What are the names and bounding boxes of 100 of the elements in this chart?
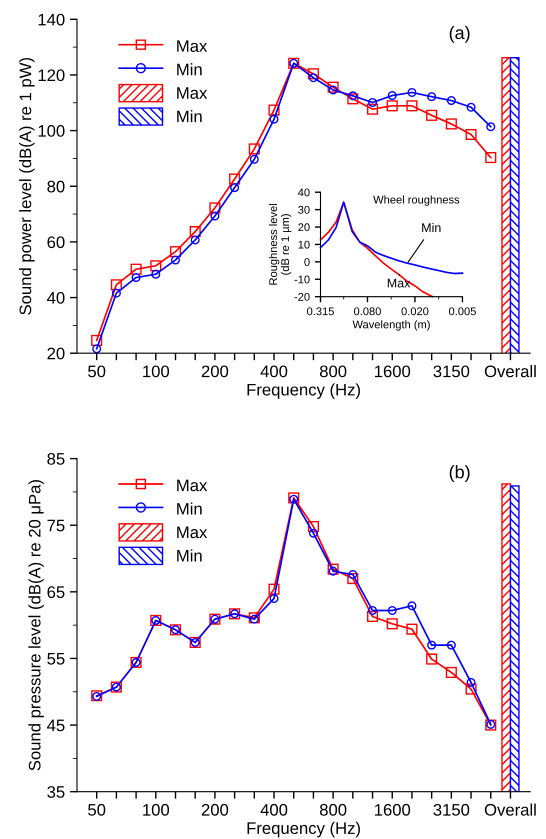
y-axis-title: Sound power level (dB(A) re 1 pW) bbox=[19, 58, 35, 315]
point bbox=[386, 100, 398, 112]
point bbox=[388, 91, 397, 100]
legend-label: Max bbox=[177, 480, 208, 492]
x-tick-label: 400 bbox=[260, 804, 288, 816]
point bbox=[268, 584, 280, 595]
point bbox=[308, 520, 319, 532]
x-tick-label: Overall bbox=[484, 803, 536, 816]
y-axis-title: Roughness level (dB re 1 µm) bbox=[268, 204, 292, 285]
point bbox=[209, 202, 220, 214]
x-tick-label: 1600 bbox=[374, 365, 410, 378]
point bbox=[347, 572, 358, 584]
point bbox=[91, 334, 102, 346]
point bbox=[308, 68, 319, 80]
y-tick-label: 0 bbox=[304, 258, 310, 266]
y-tick-label: 20 bbox=[298, 223, 310, 232]
point bbox=[308, 73, 318, 82]
point bbox=[190, 235, 200, 244]
point bbox=[328, 85, 338, 94]
x-tick-label: 50 bbox=[88, 804, 106, 816]
point bbox=[130, 264, 142, 275]
point bbox=[110, 279, 122, 290]
legend-label: Min bbox=[177, 110, 202, 122]
text: Min bbox=[422, 222, 440, 232]
x-tick-label: 400 bbox=[260, 365, 288, 378]
point bbox=[368, 98, 378, 108]
y-tick-label: -20 bbox=[294, 292, 310, 301]
point bbox=[406, 100, 418, 112]
x-tick-label: 1600 bbox=[374, 804, 410, 816]
point bbox=[347, 93, 358, 104]
point bbox=[190, 226, 201, 238]
point bbox=[388, 606, 397, 615]
y-tick-label: 40 bbox=[47, 292, 65, 304]
y-tick-label: 20 bbox=[47, 348, 65, 360]
point bbox=[328, 82, 339, 93]
x-tick-label: 0.020 bbox=[401, 307, 428, 316]
point bbox=[466, 678, 476, 687]
legend-label: Min bbox=[177, 549, 202, 562]
y-tick-label: 10 bbox=[298, 240, 310, 249]
y-tick-label: 65 bbox=[47, 586, 64, 598]
y-tick-label: 120 bbox=[38, 69, 65, 82]
x-tick-label: 800 bbox=[320, 804, 346, 816]
point bbox=[151, 270, 160, 279]
x-tick-label: 50 bbox=[88, 365, 106, 378]
x-tick-label: Overall bbox=[484, 365, 536, 378]
x-tick-label: 0.005 bbox=[448, 307, 476, 316]
point bbox=[446, 96, 456, 106]
x-tick-label: 0.080 bbox=[354, 307, 381, 316]
y-tick-label: 75 bbox=[48, 520, 64, 532]
y-tick-label: 30 bbox=[298, 206, 310, 214]
y-tick-label: 140 bbox=[38, 14, 65, 26]
point bbox=[270, 114, 279, 124]
x-tick-label: 0.315 bbox=[307, 307, 334, 316]
point bbox=[407, 601, 416, 610]
point bbox=[407, 88, 416, 97]
point bbox=[210, 212, 220, 221]
point bbox=[150, 260, 162, 272]
point bbox=[368, 606, 378, 615]
point bbox=[268, 104, 280, 116]
y-tick-label: 40 bbox=[298, 188, 310, 196]
chart-title: (b) bbox=[450, 465, 470, 482]
point bbox=[466, 128, 477, 140]
point bbox=[426, 654, 438, 665]
chart-title: (a) bbox=[450, 26, 470, 43]
point bbox=[289, 494, 298, 504]
x-tick-label: 100 bbox=[143, 365, 170, 378]
x-tick-label: 200 bbox=[202, 804, 228, 816]
x-tick-label: 200 bbox=[202, 365, 228, 378]
point bbox=[348, 570, 358, 580]
point bbox=[248, 612, 260, 624]
y-tick-label: 55 bbox=[47, 653, 64, 665]
point bbox=[427, 92, 436, 102]
point bbox=[92, 344, 102, 354]
y-tick-label: 35 bbox=[47, 786, 64, 798]
y-axis-title: Sound pressure level (dB(A) re 20 μPa) bbox=[28, 480, 44, 770]
y-tick-label: 60 bbox=[47, 236, 65, 248]
y-tick-label: -10 bbox=[294, 276, 310, 284]
point bbox=[328, 566, 338, 576]
x-tick-label: 3150 bbox=[433, 365, 470, 378]
point bbox=[485, 152, 496, 164]
point bbox=[270, 594, 279, 604]
x-axis-title: Wavelength (m) bbox=[352, 320, 430, 331]
point bbox=[250, 614, 259, 624]
point bbox=[446, 666, 457, 678]
point bbox=[366, 610, 378, 622]
point bbox=[446, 640, 456, 650]
x-axis-title: Frequency (Hz) bbox=[248, 822, 360, 838]
x-tick-label: 3150 bbox=[433, 804, 470, 816]
legend-label: Max bbox=[177, 87, 208, 99]
point bbox=[427, 640, 436, 650]
point bbox=[386, 618, 398, 630]
point bbox=[466, 102, 476, 112]
series-label: Max bbox=[388, 278, 410, 288]
point bbox=[250, 154, 259, 164]
point bbox=[132, 273, 141, 282]
legend-label: Max bbox=[177, 526, 208, 538]
y-tick-label: 100 bbox=[38, 125, 65, 137]
point bbox=[406, 624, 418, 635]
point bbox=[112, 288, 121, 298]
point bbox=[486, 122, 496, 132]
